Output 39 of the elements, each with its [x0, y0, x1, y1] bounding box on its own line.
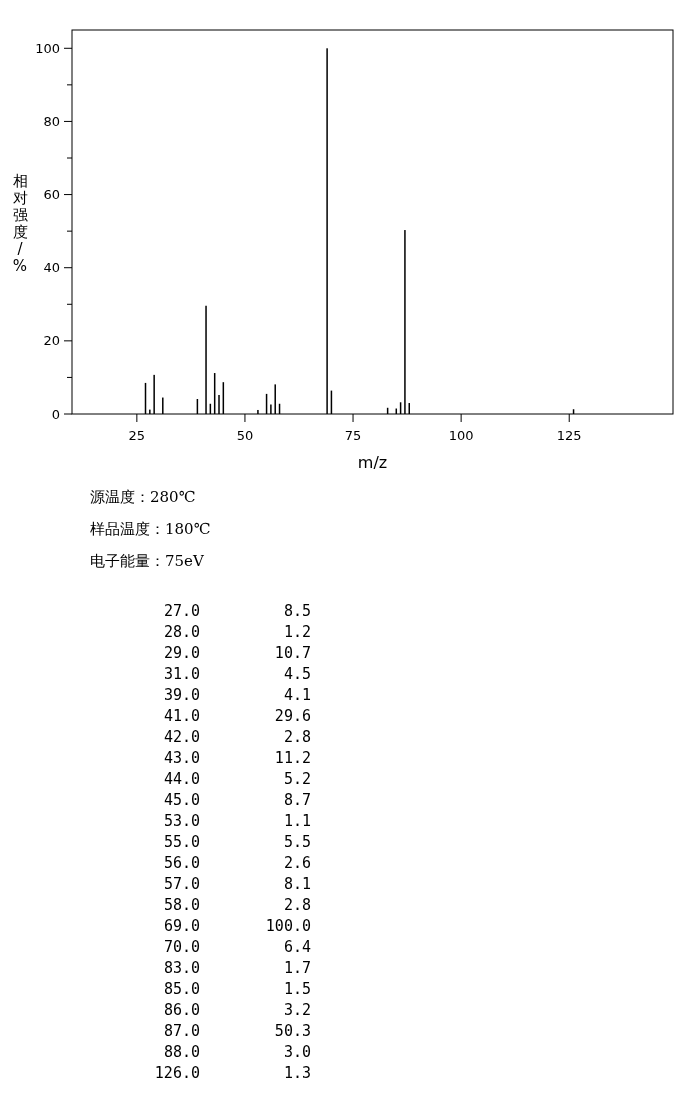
text: 源温度：280℃ [90, 488, 196, 506]
x-axis-title: m/z [357, 453, 388, 472]
text: 44.0 5.2 [163, 770, 311, 788]
text: 57.0 8.1 [163, 875, 311, 893]
text: 样品温度：180℃ [90, 520, 211, 538]
y-axis-title: 相对强度/% [12, 172, 28, 275]
y-tick-label: 60 [43, 187, 60, 203]
y-tick-label: 20 [43, 333, 60, 349]
x-tick-label: 75 [344, 428, 362, 443]
text: 126.0 1.3 [154, 1064, 311, 1082]
text: 83.0 1.7 [163, 959, 311, 977]
y-tick-label: 100 [35, 40, 60, 56]
y-tick-label: 0 [51, 406, 60, 422]
text: 29.0 10.7 [163, 644, 311, 662]
text: 41.0 29.6 [163, 707, 311, 725]
y-tick-label: 80 [43, 113, 60, 129]
x-tick-label: 25 [128, 428, 146, 443]
text: 56.0 2.6 [163, 854, 311, 872]
text: 31.0 4.5 [163, 665, 311, 683]
text: 88.0 3.0 [163, 1043, 311, 1061]
text: 39.0 4.1 [163, 686, 311, 704]
x-tick-label: 125 [556, 428, 582, 443]
text: 70.0 6.4 [163, 938, 311, 956]
text: 69.0 100.0 [163, 917, 311, 935]
text: 53.0 1.1 [163, 812, 311, 830]
text: 电子能量：75eV [90, 552, 205, 570]
text: 55.0 5.5 [163, 833, 311, 851]
y-tick-label: 40 [43, 260, 60, 276]
x-tick-label: 50 [236, 428, 254, 443]
text: 87.0 50.3 [163, 1022, 311, 1040]
text: 45.0 8.7 [163, 791, 311, 809]
text: 58.0 2.8 [163, 896, 311, 914]
text: 86.0 3.2 [163, 1001, 311, 1019]
text: 43.0 11.2 [163, 749, 311, 767]
x-tick-label: 100 [448, 428, 474, 443]
text: 28.0 1.2 [163, 623, 311, 641]
text: 27.0 8.5 [163, 602, 311, 620]
text: 42.0 2.8 [163, 728, 311, 746]
text: 85.0 1.5 [163, 980, 311, 998]
